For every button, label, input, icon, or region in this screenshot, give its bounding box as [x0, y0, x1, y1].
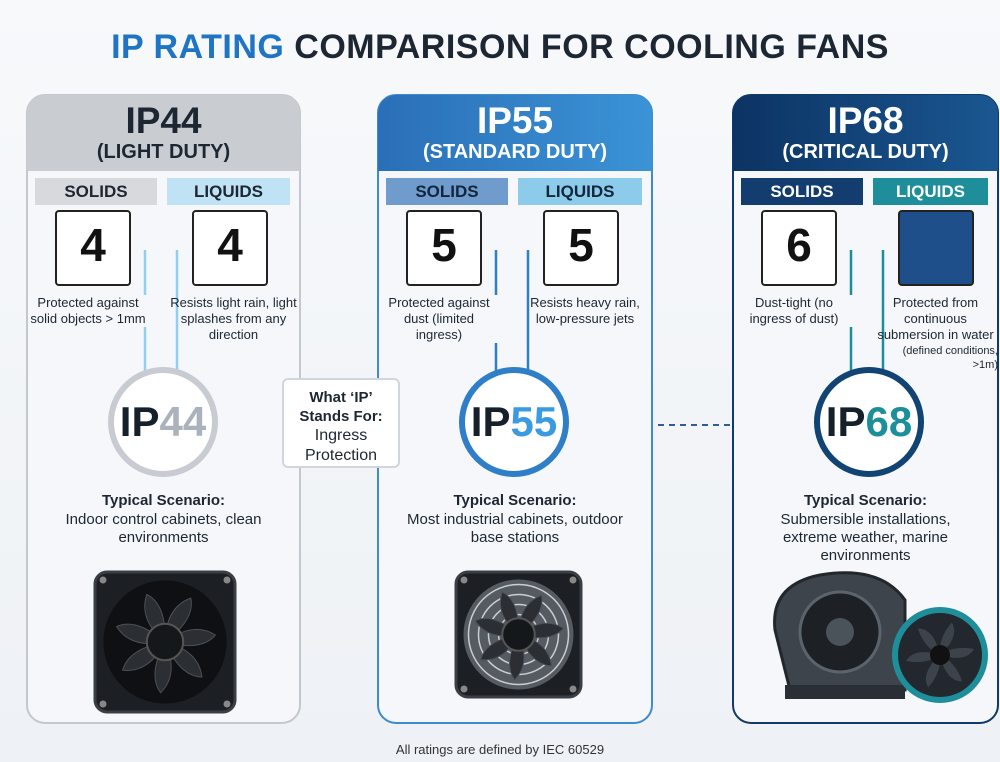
solids-label: SOLIDS [741, 178, 863, 205]
fan-screw [223, 576, 231, 584]
badge-number: 44 [159, 398, 207, 445]
liquids-description: Protected from continuous submersion in … [877, 295, 994, 342]
column-header [733, 95, 998, 171]
center-question: What ‘IP’ Stands For: [299, 389, 383, 425]
column-header [378, 95, 652, 171]
liquids-label: LIQUIDS [518, 178, 642, 205]
scenario-text: Submersible installations, extreme weath… [780, 511, 951, 564]
solids-description: Protected against solid objects > 1mm [29, 295, 147, 327]
rating-duty: (CRITICAL DUTY) [782, 141, 949, 163]
title-rest: COMPARISON FOR COOLING FANS [294, 28, 889, 66]
solids-digit: 4 [80, 219, 106, 271]
fan-hub [145, 622, 185, 662]
fan-guard [467, 583, 570, 686]
badge-ring [814, 367, 924, 477]
rating-code: IP68 [827, 100, 904, 141]
solids-icon [761, 210, 837, 286]
fan-screw [460, 685, 468, 693]
solids-icon [406, 210, 482, 286]
liquids-label: LIQUIDS [873, 178, 988, 205]
liquids-label: LIQUIDS [167, 178, 290, 205]
scenario-label: Typical Scenario: [453, 492, 577, 509]
fan-screw [99, 576, 107, 584]
center-answer: Ingress Protection [304, 427, 378, 464]
rating-duty: (STANDARD DUTY) [422, 141, 608, 163]
rating-code: IP44 [125, 100, 202, 141]
badge: IP44 [103, 398, 223, 446]
liquids-icon [898, 210, 974, 286]
liquids-description: Resists light rain, light splashes from … [170, 295, 297, 342]
scenario-label: Typical Scenario: [101, 492, 226, 509]
badge-prefix: IP [119, 398, 160, 445]
liquids-description: Resists heavy rain, low-pressure jets [530, 295, 640, 326]
column-header [27, 95, 300, 171]
rating-code: IP55 [476, 100, 554, 141]
footer: All ratings are defined by IEC 60529 [395, 742, 605, 757]
solids-description: Protected against dust (limited ingress) [380, 295, 498, 343]
title-highlight: IP RATING [111, 28, 285, 66]
solids-digit: 6 [786, 219, 812, 271]
solids-label: SOLIDS [35, 178, 157, 205]
liquids-digit: 4 [217, 219, 243, 271]
liquids-icon [543, 210, 619, 286]
solids-icon [55, 210, 131, 286]
fan-screw [569, 576, 577, 584]
badge-ring [108, 367, 218, 477]
fan-screw [569, 685, 577, 693]
solids-label: SOLIDS [386, 178, 508, 205]
fan-hub [501, 617, 536, 652]
scenario-text: Most industrial cabinets, outdoor base s… [407, 511, 623, 546]
fan-screw [223, 700, 231, 708]
badge-ring [459, 367, 569, 477]
badge: IP55 [454, 398, 574, 446]
badge-number: 68 [865, 398, 913, 445]
blower-hub [826, 618, 854, 646]
axial-hub [930, 645, 950, 665]
fan-screw [99, 700, 107, 708]
liquids-icon [192, 210, 268, 286]
rating-duty: (LIGHT DUTY) [96, 141, 231, 163]
liquids-note: (defined conditions, >1m) [902, 345, 998, 371]
badge-prefix: IP [825, 398, 866, 445]
blower-base [785, 685, 905, 699]
title: IP RATING COMPARISON FOR COOLING FANS [0, 28, 1000, 67]
scenario-label: Typical Scenario: [803, 492, 928, 509]
solids-description: Dust-tight (no ingress of dust) [735, 295, 853, 327]
badge: IP68 [809, 398, 929, 446]
center-box: What ‘IP’ Stands For: Ingress Protection [282, 378, 400, 468]
badge-number: 55 [510, 398, 558, 445]
fan-screw [460, 576, 468, 584]
liquids-digit: 5 [568, 219, 594, 271]
badge-prefix: IP [470, 398, 511, 445]
solids-digit: 5 [431, 219, 457, 271]
scenario-text: Indoor control cabinets, clean environme… [65, 511, 262, 546]
